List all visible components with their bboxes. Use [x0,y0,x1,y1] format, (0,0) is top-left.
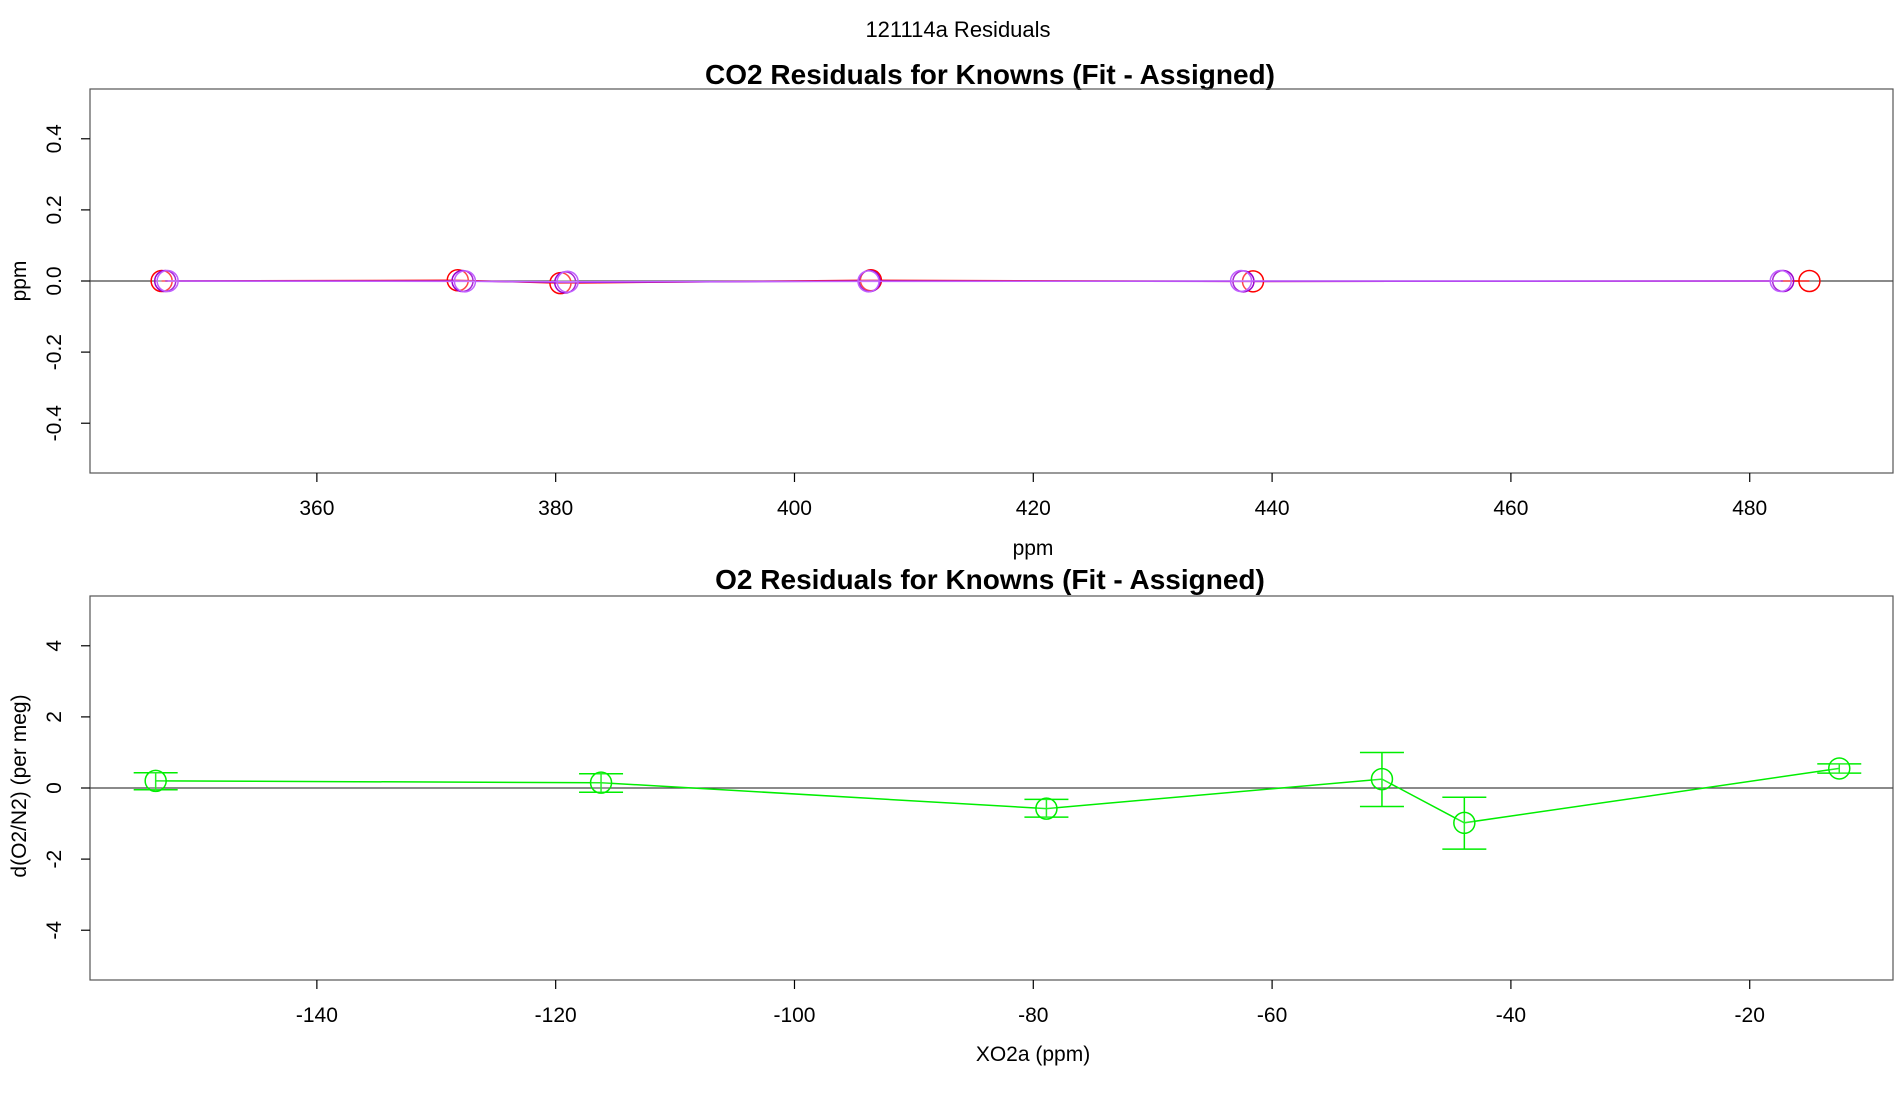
co2-data-point [556,270,579,293]
o2-y-axis-label: d(O2/N2) (per meg) [8,694,31,877]
page-title: 121114a Residuals [865,17,1050,42]
o2-plot-title: O2 Residuals for Knowns (Fit - Assigned) [715,564,1265,595]
o2-y-tick-label: 0 [43,782,66,794]
o2-y-tick-label: 4 [43,640,66,652]
co2-x-tick-label: 460 [1493,497,1528,520]
co2-data-point [857,270,880,293]
o2-residuals-panel: O2 Residuals for Knowns (Fit - Assigned)… [8,564,1894,1066]
o2-y-tick-label: -2 [43,850,66,869]
co2-plot-title: CO2 Residuals for Knowns (Fit - Assigned… [705,59,1275,90]
o2-x-tick-label: -140 [296,1004,338,1027]
co2-series-2-line [167,280,1781,283]
co2-x-tick-label: 380 [538,497,573,520]
o2-x-tick-label: -40 [1496,1004,1526,1027]
co2-data-point [1229,269,1253,293]
co2-y-axis-label: ppm [8,261,31,302]
o2-x-tick-label: -80 [1018,1004,1048,1027]
o2-x-tick-label: -20 [1735,1004,1765,1027]
o2-y-tick-label: -4 [43,921,66,940]
o2-x-tick-label: -120 [535,1004,577,1027]
co2-y-tick-label: 0.0 [43,266,66,295]
o2-data-point [1453,811,1476,835]
o2-data-point [144,769,167,793]
o2-data-point [1828,757,1851,780]
co2-y-tick-label: -0.4 [43,405,66,442]
co2-y-tick-label: -0.2 [43,334,66,370]
co2-x-axis-label: ppm [1013,537,1054,560]
o2-y-tick-label: 2 [43,711,66,723]
co2-y-tick-label: 0.4 [43,124,66,154]
co2-x-tick-label: 420 [1016,497,1051,520]
co2-x-tick-label: 440 [1255,497,1290,520]
co2-y-tick-label: 0.2 [43,195,66,224]
o2-x-tick-label: -60 [1257,1004,1287,1027]
co2-data-point [453,270,477,293]
o2-data-point [589,771,613,794]
co2-data-point [1798,269,1821,293]
o2-x-axis-label: XO2a (ppm) [976,1043,1090,1066]
o2-series-0-line [155,767,1840,824]
co2-x-tick-label: 480 [1732,497,1767,520]
co2-data-point [1769,269,1793,293]
co2-residuals-panel: CO2 Residuals for Knowns (Fit - Assigned… [8,59,1894,560]
o2-data-point [1035,797,1058,820]
co2-x-tick-label: 400 [777,497,812,520]
co2-x-tick-label: 360 [299,497,334,520]
o2-data-point [1370,767,1394,791]
o2-x-tick-label: -100 [773,1004,815,1027]
co2-data-point [156,269,179,293]
